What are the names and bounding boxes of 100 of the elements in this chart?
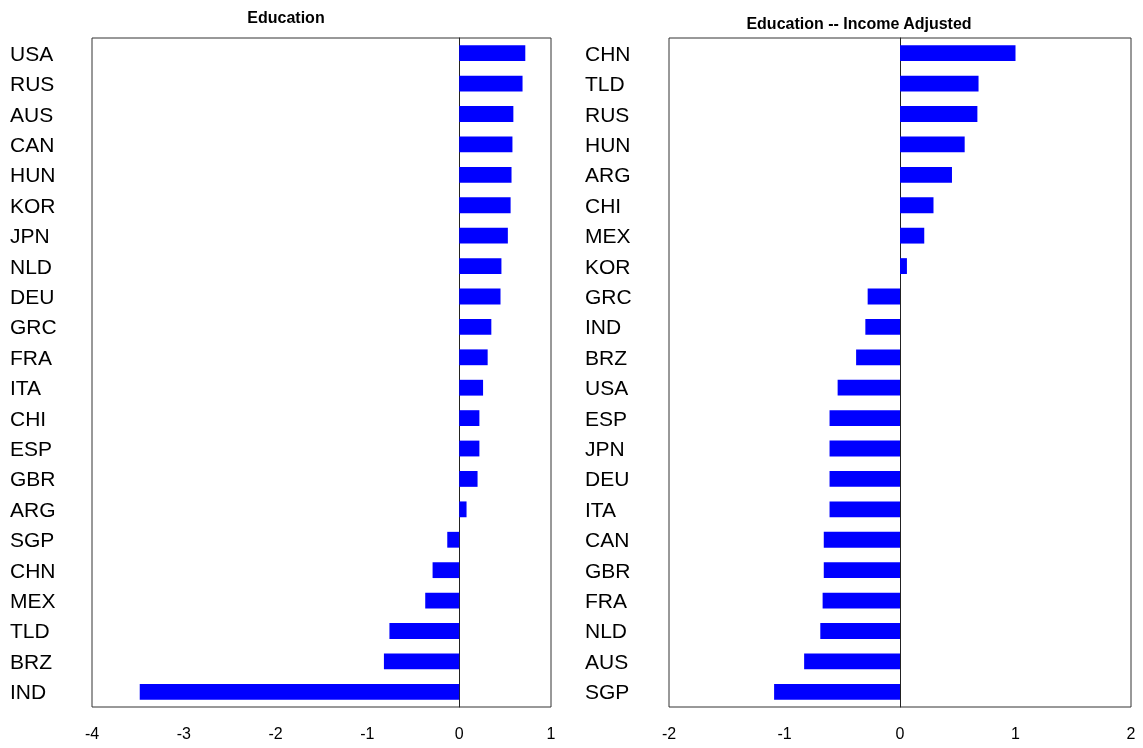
y-tick-label: NLD (585, 619, 628, 643)
x-tick-label: 0 (454, 724, 464, 742)
y-tick-label: DEU (585, 467, 630, 491)
x-tick-label: -1 (360, 724, 375, 742)
bar (139, 683, 460, 700)
bar (459, 501, 467, 518)
y-tick-label: CHN (10, 558, 56, 582)
bar (459, 349, 488, 366)
bar (459, 166, 512, 183)
bar (459, 197, 511, 214)
bar (459, 318, 492, 335)
y-tick-label: HUN (10, 163, 56, 187)
y-tick-label: CHN (585, 41, 631, 65)
y-tick-label: RUS (10, 72, 55, 96)
bar (900, 45, 1016, 62)
x-tick-label: -3 (176, 724, 192, 742)
chart-title: Education (247, 8, 325, 26)
bar (447, 531, 460, 548)
x-tick-label: 2 (1126, 724, 1136, 742)
x-tick-label: -4 (84, 724, 100, 742)
y-tick-label: IND (10, 680, 47, 704)
bar (459, 227, 508, 244)
y-tick-label: ITA (585, 497, 617, 521)
bar (856, 349, 900, 366)
y-tick-label: GBR (585, 558, 631, 582)
y-tick-label: RUS (585, 102, 630, 126)
x-tick-label: -1 (777, 724, 792, 742)
y-tick-label: CHI (585, 193, 622, 217)
bar (829, 410, 900, 427)
x-tick-label: 1 (546, 724, 556, 742)
bar (900, 258, 907, 274)
y-tick-label: TLD (585, 72, 625, 96)
y-tick-label: AUS (10, 102, 54, 126)
y-tick-label: AUS (585, 649, 629, 673)
y-tick-label: JPN (585, 437, 625, 461)
bar (900, 166, 952, 183)
bar (425, 592, 460, 609)
bar (820, 623, 900, 639)
bar (459, 410, 480, 427)
x-tick-label: -2 (661, 724, 677, 742)
bar (459, 471, 478, 487)
bar (459, 75, 523, 92)
bar (900, 227, 925, 244)
y-tick-label: ARG (10, 497, 56, 521)
y-tick-label: MEX (585, 224, 631, 248)
y-tick-label: SGP (585, 680, 630, 704)
bar (459, 45, 526, 62)
bar (804, 653, 900, 670)
y-tick-label: FRA (10, 345, 52, 369)
y-tick-label: ARG (585, 163, 631, 187)
y-tick-label: GRC (10, 315, 57, 339)
bar (383, 653, 460, 670)
y-tick-label: TLD (10, 619, 50, 643)
y-tick-label: KOR (585, 254, 631, 278)
y-tick-label: CAN (10, 132, 55, 156)
y-tick-label: ITA (10, 376, 42, 400)
y-tick-label: BRZ (585, 345, 628, 369)
y-tick-label: CAN (585, 528, 630, 552)
bar (837, 379, 900, 396)
chart-title: Education -- Income Adjusted (746, 14, 972, 32)
bar (822, 592, 900, 609)
y-tick-label: KOR (10, 193, 56, 217)
bar (459, 440, 480, 457)
bar (459, 136, 513, 153)
bar (829, 501, 900, 518)
bar (900, 106, 978, 122)
bar (829, 440, 900, 457)
y-tick-label: USA (10, 41, 54, 65)
y-tick-label: BRZ (10, 649, 53, 673)
bar (459, 379, 484, 396)
bar (823, 531, 900, 548)
y-tick-label: IND (585, 315, 622, 339)
x-tick-label: -2 (268, 724, 283, 742)
y-tick-label: GBR (10, 467, 56, 491)
bar (459, 106, 514, 122)
bar (829, 471, 900, 487)
y-tick-label: NLD (10, 254, 53, 278)
y-tick-label: ESP (585, 406, 628, 430)
bar (389, 623, 460, 639)
x-tick-label: 1 (1011, 724, 1021, 742)
bar (900, 75, 979, 92)
y-tick-label: USA (585, 376, 629, 400)
bar (900, 136, 965, 153)
y-tick-label: DEU (10, 284, 55, 308)
bar (823, 562, 900, 579)
y-tick-label: HUN (585, 132, 631, 156)
bar (459, 288, 501, 305)
bar (774, 683, 900, 700)
bar (459, 258, 502, 274)
y-tick-label: SGP (10, 528, 55, 552)
bar (432, 562, 460, 579)
y-tick-label: CHI (10, 406, 47, 430)
y-tick-label: JPN (10, 224, 50, 248)
bar (900, 197, 934, 214)
y-tick-label: FRA (585, 589, 627, 613)
y-tick-label: MEX (10, 589, 56, 613)
x-tick-label: 0 (895, 724, 905, 742)
y-tick-label: ESP (10, 437, 53, 461)
y-tick-label: GRC (585, 284, 632, 308)
bar (865, 318, 900, 335)
